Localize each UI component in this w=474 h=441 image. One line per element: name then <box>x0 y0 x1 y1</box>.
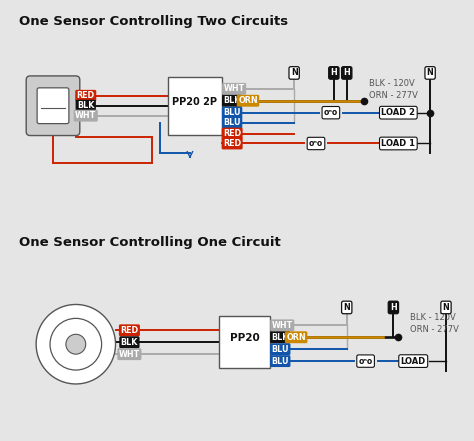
Text: N: N <box>291 68 298 78</box>
Text: LOAD: LOAD <box>401 357 426 366</box>
Text: RED: RED <box>77 91 95 100</box>
Text: BLK: BLK <box>121 338 138 347</box>
Text: H: H <box>330 68 337 78</box>
Text: LOAD 2: LOAD 2 <box>382 108 415 117</box>
Text: oⁿo: oⁿo <box>324 108 338 117</box>
Circle shape <box>36 304 116 384</box>
FancyBboxPatch shape <box>37 88 69 123</box>
Text: oⁿo: oⁿo <box>358 357 373 366</box>
Text: One Sensor Controlling One Circuit: One Sensor Controlling One Circuit <box>19 236 281 249</box>
Text: N: N <box>443 303 449 312</box>
Text: N: N <box>343 303 350 312</box>
Text: One Sensor Controlling Two Circuits: One Sensor Controlling Two Circuits <box>19 15 288 28</box>
Text: WHT: WHT <box>223 84 245 93</box>
Text: WHT: WHT <box>119 350 140 359</box>
Text: LOAD 1: LOAD 1 <box>382 139 415 148</box>
FancyBboxPatch shape <box>168 77 222 135</box>
Text: BLU: BLU <box>272 345 289 354</box>
Text: WHT: WHT <box>75 111 96 120</box>
Text: BLK: BLK <box>223 96 241 105</box>
Text: PP20 2P: PP20 2P <box>173 97 218 107</box>
Text: RED: RED <box>223 129 241 138</box>
Text: H: H <box>390 303 397 312</box>
Circle shape <box>66 334 86 354</box>
Text: BLK - 120V
ORN - 277V: BLK - 120V ORN - 277V <box>369 79 418 100</box>
Text: BLK: BLK <box>272 333 289 342</box>
Text: ORN: ORN <box>238 96 258 105</box>
Text: oⁿo: oⁿo <box>309 139 323 148</box>
Text: BLK - 120V
ORN - 277V: BLK - 120V ORN - 277V <box>410 314 459 334</box>
Circle shape <box>50 318 101 370</box>
Text: BLU: BLU <box>272 357 289 366</box>
Text: H: H <box>343 68 350 78</box>
FancyBboxPatch shape <box>26 76 80 135</box>
Text: N: N <box>427 68 434 78</box>
Text: ORN: ORN <box>286 333 306 342</box>
FancyBboxPatch shape <box>219 316 270 368</box>
Text: RED: RED <box>120 326 138 335</box>
Text: BLU: BLU <box>223 118 241 127</box>
Text: BLK: BLK <box>77 101 94 110</box>
Text: WHT: WHT <box>272 321 293 330</box>
Text: RED: RED <box>223 139 241 148</box>
Text: PP20: PP20 <box>229 333 259 343</box>
Text: BLU: BLU <box>223 108 241 117</box>
